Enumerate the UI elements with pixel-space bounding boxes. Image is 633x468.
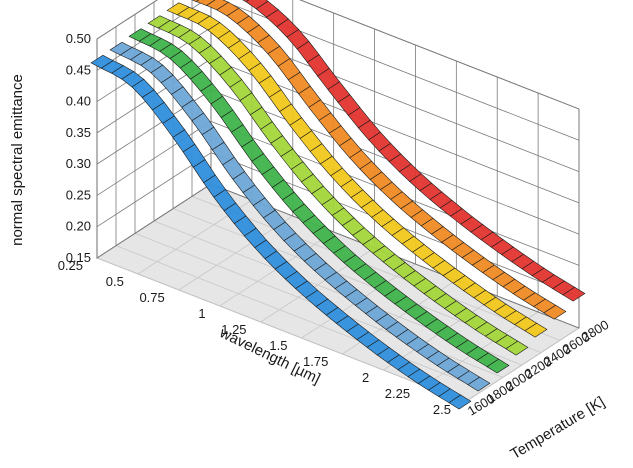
floor-gridline-y	[191, 195, 561, 341]
z-tick-label: 0.35	[66, 125, 91, 140]
x-tick-label: 1.75	[303, 354, 328, 369]
z-tick-label: 0.30	[66, 156, 91, 171]
ribbon-series	[90, 0, 586, 410]
ribbon-2000	[128, 28, 510, 374]
ribbon-cell	[505, 340, 529, 356]
x-tick-label: 0.5	[106, 274, 124, 289]
x-tick-label: 0.75	[139, 290, 164, 305]
ribbon-1800	[109, 41, 491, 392]
ribbon-2200	[147, 15, 529, 356]
x-tick-label: 1	[198, 306, 205, 321]
ribbon-cell	[562, 286, 586, 302]
y-tick-label: 2800	[579, 317, 612, 345]
ribbon-cell	[242, 0, 250, 3]
ribbon-2800	[242, 0, 586, 302]
ribbon-cell	[543, 304, 567, 320]
ribbon-cell	[195, 0, 216, 6]
x-tick-label: 2.5	[433, 402, 451, 417]
floor-gridline-y	[96, 257, 466, 403]
y-axis-title: Temperature [K]	[508, 393, 608, 463]
ribbon-1600	[90, 54, 472, 410]
z-tick-label: 0.45	[66, 62, 91, 77]
ribbon-cell	[467, 376, 491, 392]
ribbon-cell	[448, 394, 472, 410]
x-tick-label: 2.25	[385, 386, 410, 401]
x-tick-label: 0.25	[58, 258, 83, 273]
side-wall-gridline-z	[299, 0, 580, 110]
z-tick-label: 0.25	[66, 187, 91, 202]
z-tick-label: 0.20	[66, 219, 91, 234]
z-tick-label: 0.15	[66, 250, 91, 265]
floor-gridline-y	[115, 245, 485, 391]
ribbon-cell	[524, 322, 548, 338]
x-tick-label: 1.5	[269, 338, 287, 353]
z-tick-label: 0.40	[66, 94, 91, 109]
ribbon-2600	[191, 0, 567, 320]
z-tick-label: 0.50	[66, 31, 91, 46]
ribbon-cell	[486, 358, 510, 374]
z-axis-title: normal spectral emittance	[9, 74, 26, 246]
ribbon-2400	[166, 2, 548, 338]
ribbon-cell	[191, 0, 200, 2]
x-tick-label: 2	[362, 370, 369, 385]
x-tick-label: 1.25	[221, 322, 246, 337]
